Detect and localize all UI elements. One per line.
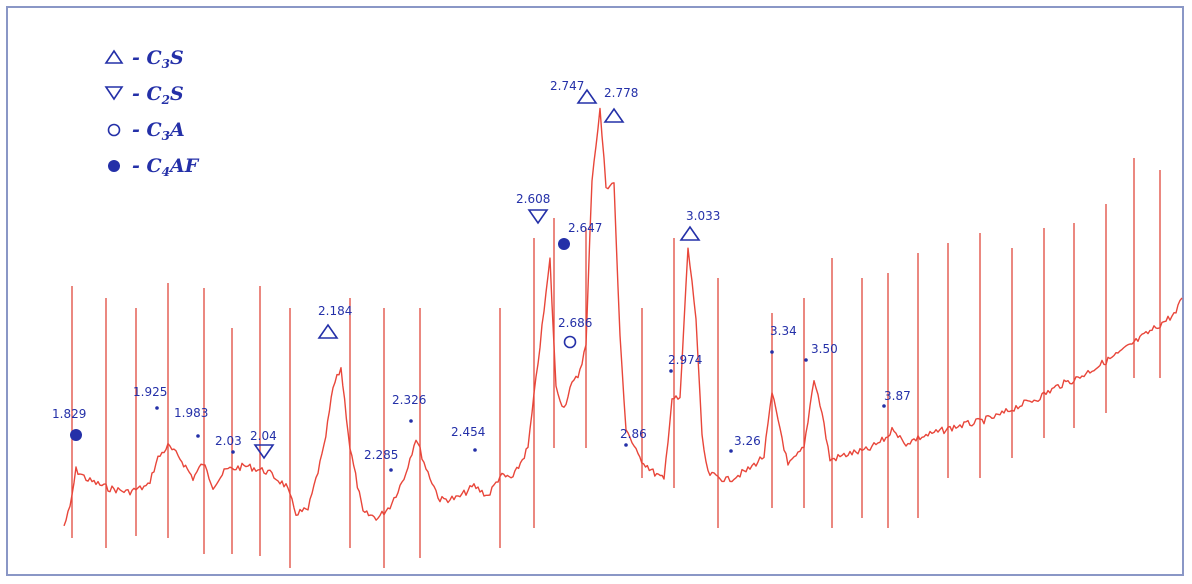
peak-label: 2.285 [364, 448, 398, 462]
triangle-down-icon [253, 444, 275, 460]
peak-label: 3.26 [734, 434, 761, 448]
peak-dot-icon [473, 448, 477, 452]
circle-open-icon [107, 123, 121, 137]
legend-label-c2s: - C2S [132, 83, 184, 107]
peak-dot-icon [882, 404, 886, 408]
peak-label: 2.974 [668, 353, 702, 367]
legend-label-c3s: - C3S [132, 47, 184, 71]
peak-dot-icon [729, 449, 733, 453]
legend-label-c4af: - C4AF [132, 155, 200, 179]
legend-item-c2s: - C2S [104, 83, 184, 107]
peak-label: 2.326 [392, 393, 426, 407]
peak-label: 3.34 [770, 324, 797, 338]
peak-dot-icon [389, 468, 393, 472]
triangle-up-icon [679, 225, 701, 241]
peak-label: 1.983 [174, 406, 208, 420]
peak-label: 2.647 [568, 221, 602, 235]
legend-item-c3s: - C3S [104, 47, 184, 71]
legend-label-c3a: - C3A [132, 119, 185, 143]
legend: - C3S - C2S - C3A - C4AF [104, 47, 200, 179]
peak-dot-icon [770, 350, 774, 354]
peak-label: 3.87 [884, 389, 911, 403]
peak-label: 2.778 [604, 86, 638, 100]
peak-label: 2.86 [620, 427, 647, 441]
peak-label: 2.747 [550, 79, 584, 93]
peak-label: 3.50 [811, 342, 838, 356]
peak-dot-icon [155, 406, 159, 410]
xrd-chart: 1.829 1.925 1.983 2.03 2.04 2.184 2.285 2.326 2.… [52, 47, 1183, 568]
peak-label: 2.608 [516, 192, 550, 206]
diffraction-trace [63, 107, 1183, 527]
peak-dot-icon [624, 443, 628, 447]
peak-label: 2.686 [558, 316, 592, 330]
peak-dot-icon [196, 434, 200, 438]
triangle-down-icon [104, 86, 124, 101]
peak-label: 2.184 [318, 304, 352, 318]
peak-dot-icon [669, 369, 673, 373]
triangle-up-icon [576, 88, 598, 104]
peak-label: 2.454 [451, 425, 485, 439]
legend-item-c4af: - C4AF [108, 155, 200, 179]
circle-open-icon [563, 335, 577, 349]
peak-label: 1.925 [133, 385, 167, 399]
peak-label: 2.04 [250, 429, 277, 443]
chart-frame: 1.829 1.925 1.983 2.03 2.04 2.184 2.285 2.326 2.… [6, 6, 1184, 576]
circle-filled-icon [70, 429, 82, 441]
peak-label: 3.033 [686, 209, 720, 223]
triangle-up-icon [317, 323, 339, 339]
peak-labels: 1.829 1.925 1.983 2.03 2.04 2.184 2.285 2.326 2.… [52, 79, 911, 472]
peak-dot-icon [409, 419, 413, 423]
peak-dot-icon [804, 358, 808, 362]
triangle-up-icon [603, 107, 625, 123]
circle-filled-icon [558, 238, 570, 250]
circle-filled-icon [108, 160, 120, 172]
legend-item-c3a: - C3A [107, 119, 185, 143]
peak-dot-icon [231, 450, 235, 454]
peak-label: 2.03 [215, 434, 242, 448]
triangle-down-icon [527, 209, 549, 225]
peak-label: 1.829 [52, 407, 86, 421]
triangle-up-icon [104, 49, 124, 64]
